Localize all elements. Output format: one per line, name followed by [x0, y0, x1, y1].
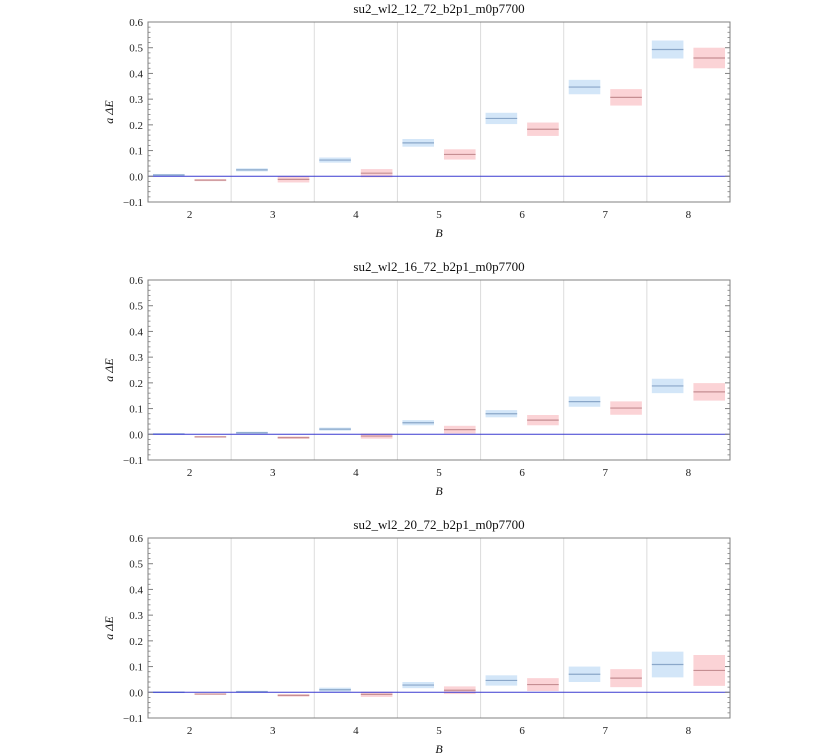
- y-tick-label: 0.6: [129, 275, 143, 287]
- y-tick-label: 0.5: [129, 301, 143, 313]
- x-tick-label: 8: [686, 467, 692, 479]
- plot-frame: [147, 21, 731, 203]
- y-tick-label: 0.0: [129, 687, 143, 699]
- x-tick-label: 5: [436, 209, 442, 221]
- x-tick-label: 3: [270, 467, 276, 479]
- x-tick-label: 8: [686, 209, 692, 221]
- chart-panel-2: −0.1 0.0 0.1 0.2 0.3 0.4 0.5 0.6 2 3 4 5 6 7 8 su2_wl2_…: [102, 259, 731, 498]
- y-tick-label: 0.2: [129, 636, 143, 648]
- x-tick-label: 6: [519, 209, 525, 221]
- x-tick-label: 3: [270, 725, 276, 737]
- y-tick-label: 0.3: [129, 352, 143, 364]
- x-tick-label: 7: [603, 725, 609, 737]
- x-tick-label: 7: [603, 209, 609, 221]
- x-axis-label: B: [435, 742, 443, 756]
- y-tick-label: 0.4: [129, 326, 143, 338]
- x-tick-label: 5: [436, 467, 442, 479]
- y-tick-label: 0.4: [129, 68, 143, 80]
- y-tick-label: 0.3: [129, 94, 143, 106]
- x-tick-label: 6: [519, 467, 525, 479]
- y-tick-label: 0.2: [129, 378, 143, 390]
- x-tick-label: 7: [603, 467, 609, 479]
- y-tick-label: 0.3: [129, 610, 143, 622]
- x-tick-label: 4: [353, 209, 359, 221]
- y-tick-label: 0.1: [129, 404, 143, 416]
- y-tick-label: 0.0: [129, 171, 143, 183]
- chart-title: su2_wl2_12_72_b2p1_m0p7700: [353, 1, 524, 16]
- x-tick-label: 8: [686, 725, 692, 737]
- y-axis-label: a ΔE: [102, 616, 116, 640]
- y-tick-label: 0.6: [129, 533, 143, 545]
- y-tick-label: 0.5: [129, 559, 143, 571]
- chart-panel-3: −0.1 0.0 0.1 0.2 0.3 0.4 0.5 0.6 2 3 4 5 6 7 8 su2_wl2_…: [102, 517, 731, 756]
- x-tick-label: 3: [270, 209, 276, 221]
- y-tick-label: 0.1: [129, 146, 143, 158]
- plot-frame: [147, 279, 731, 461]
- chart-title: su2_wl2_16_72_b2p1_m0p7700: [353, 259, 524, 274]
- y-tick-label: 0.6: [129, 17, 143, 29]
- y-tick-label: −0.1: [123, 713, 143, 725]
- y-tick-label: −0.1: [123, 455, 143, 467]
- y-tick-label: 0.2: [129, 120, 143, 132]
- y-tick-label: 0.1: [129, 662, 143, 674]
- x-tick-label: 2: [187, 209, 193, 221]
- x-axis-label: B: [435, 484, 443, 498]
- x-tick-label: 2: [187, 467, 193, 479]
- y-axis-label: a ΔE: [102, 358, 116, 382]
- x-tick-label: 4: [353, 725, 359, 737]
- x-tick-label: 5: [436, 725, 442, 737]
- chart-panel-1: −0.1 0.0 0.1 0.2 0.3 0.4 0.5 0.6 2 3 4 5 6 7 8 su2_wl2_…: [102, 1, 731, 240]
- y-tick-label: 0.5: [129, 43, 143, 55]
- y-tick-label: 0.4: [129, 584, 143, 596]
- x-axis-label: B: [435, 226, 443, 240]
- y-axis-label: a ΔE: [102, 100, 116, 124]
- chart-title: su2_wl2_20_72_b2p1_m0p7700: [353, 517, 524, 532]
- x-tick-label: 2: [187, 725, 193, 737]
- y-tick-label: 0.0: [129, 429, 143, 441]
- x-tick-label: 6: [519, 725, 525, 737]
- x-tick-label: 4: [353, 467, 359, 479]
- y-tick-label: −0.1: [123, 197, 143, 209]
- plot-frame: [147, 537, 731, 719]
